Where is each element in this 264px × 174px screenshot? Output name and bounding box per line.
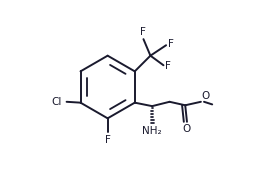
Text: F: F [168,39,174,49]
Text: F: F [165,61,171,71]
Text: O: O [183,124,191,133]
Text: F: F [140,27,145,37]
Text: Cl: Cl [52,97,62,107]
Text: O: O [202,91,210,101]
Text: F: F [105,135,111,145]
Text: NH₂: NH₂ [142,126,162,136]
